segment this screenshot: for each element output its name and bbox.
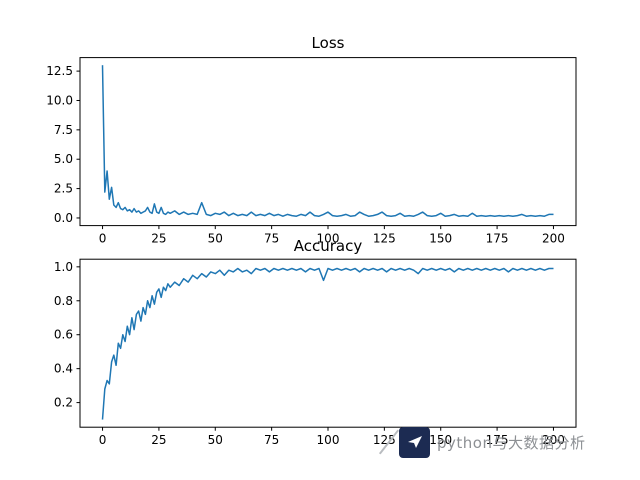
- accuracy-chart-title: Accuracy: [293, 237, 363, 255]
- svg-text:0.8: 0.8: [54, 294, 73, 308]
- svg-text:12.5: 12.5: [46, 64, 73, 78]
- watermark-text: python与大数据分析: [437, 433, 586, 452]
- svg-text:175: 175: [486, 231, 509, 245]
- watermark-logo: [399, 426, 430, 458]
- svg-text:75: 75: [264, 231, 279, 245]
- svg-text:150: 150: [429, 231, 452, 245]
- svg-text:125: 125: [373, 231, 396, 245]
- svg-text:200: 200: [542, 433, 565, 447]
- svg-text:2.5: 2.5: [54, 182, 73, 196]
- svg-text:25: 25: [151, 231, 166, 245]
- svg-text:25: 25: [151, 433, 166, 447]
- svg-text:150: 150: [429, 433, 452, 447]
- svg-text:0.2: 0.2: [54, 396, 73, 410]
- svg-text:1.0: 1.0: [54, 260, 73, 274]
- loss-chart-title: Loss: [311, 34, 345, 52]
- svg-text:50: 50: [208, 433, 223, 447]
- svg-text:175: 175: [486, 433, 509, 447]
- svg-text:100: 100: [317, 433, 340, 447]
- svg-text:7.5: 7.5: [54, 123, 73, 137]
- svg-text:125: 125: [373, 433, 396, 447]
- svg-text:200: 200: [542, 231, 565, 245]
- svg-text:10.0: 10.0: [46, 93, 73, 107]
- svg-text:0: 0: [99, 231, 107, 245]
- watermark: python与大数据分析: [378, 424, 586, 460]
- svg-text:100: 100: [317, 231, 340, 245]
- svg-text:5.0: 5.0: [54, 152, 73, 166]
- svg-text:0.4: 0.4: [54, 362, 73, 376]
- svg-text:0.0: 0.0: [54, 211, 73, 225]
- svg-text:50: 50: [208, 231, 223, 245]
- paper-plane-icon: [407, 434, 423, 450]
- svg-text:0.6: 0.6: [54, 328, 73, 342]
- svg-text:75: 75: [264, 433, 279, 447]
- svg-text:0: 0: [99, 433, 107, 447]
